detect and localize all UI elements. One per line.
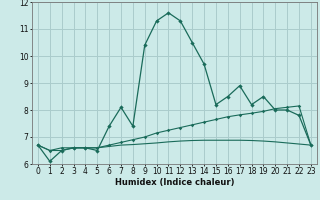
X-axis label: Humidex (Indice chaleur): Humidex (Indice chaleur) xyxy=(115,178,234,187)
